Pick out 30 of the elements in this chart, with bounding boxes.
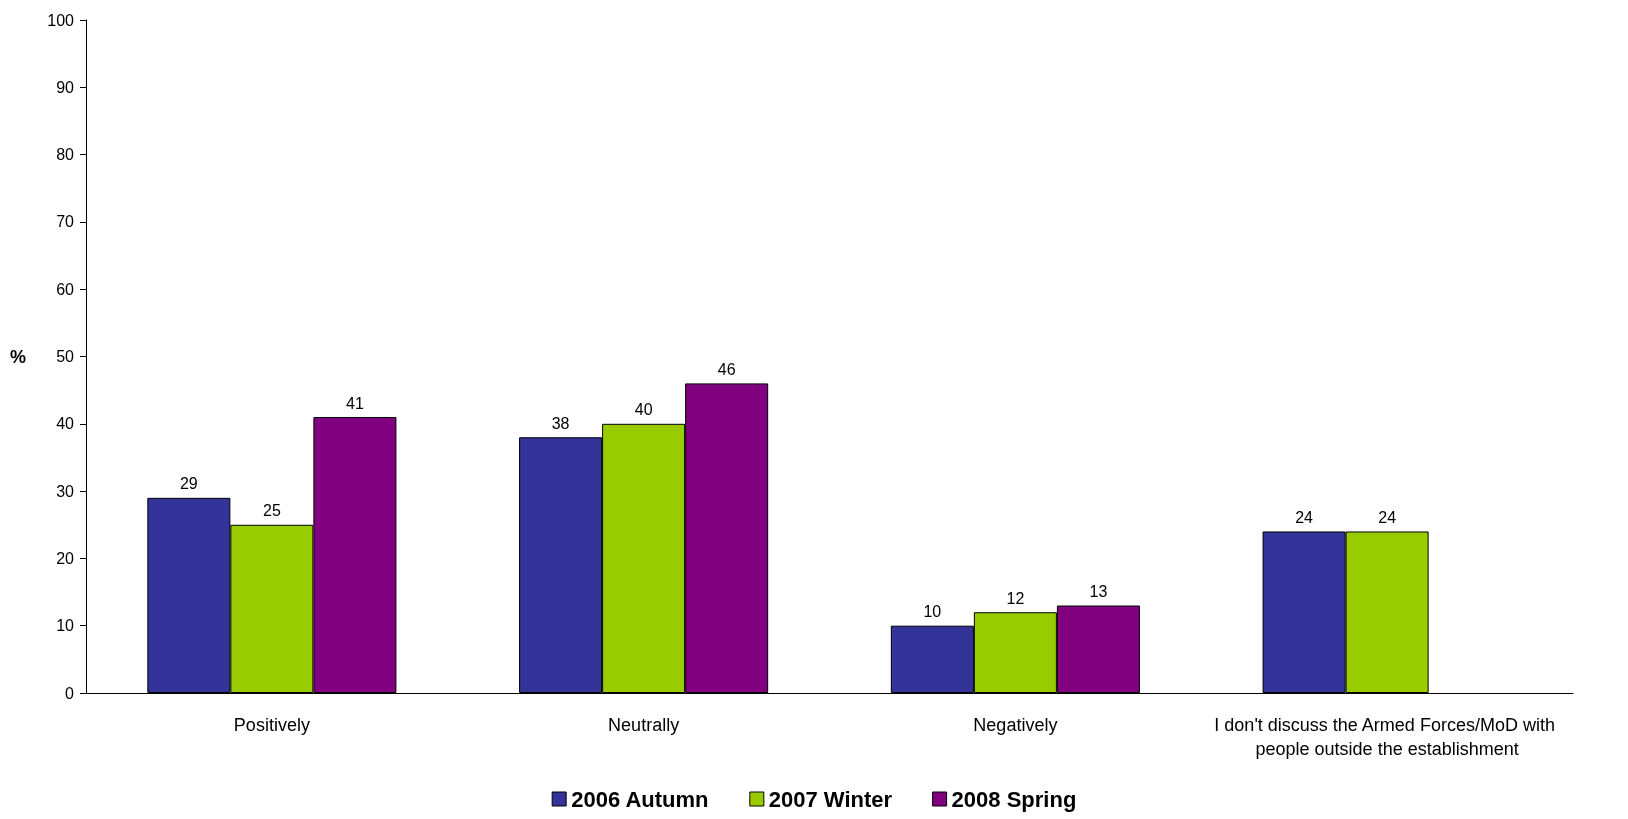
data-label: 12	[1006, 589, 1025, 607]
data-label: 13	[1089, 583, 1108, 601]
data-label: 46	[717, 360, 736, 378]
legend-label: 2006 Autumn	[571, 786, 709, 812]
data-label: 24	[1378, 508, 1397, 526]
x-tick-label: Negatively	[973, 715, 1058, 735]
y-tick-label: 40	[56, 415, 75, 433]
data-label: 41	[346, 394, 364, 412]
y-tick-label: 20	[56, 549, 75, 567]
y-axis-title: %	[9, 346, 26, 367]
y-tick-label: 30	[56, 482, 75, 500]
data-label: 38	[551, 414, 570, 432]
y-tick-label: 50	[56, 348, 75, 365]
data-label: 40	[634, 401, 653, 419]
y-tick-label: 70	[56, 213, 75, 231]
y-tick-label: 80	[56, 146, 75, 164]
y-tick-label: 60	[56, 280, 75, 298]
data-label: 24	[1295, 508, 1314, 526]
y-tick-label: 90	[56, 78, 75, 96]
y-tick-label: 100	[47, 11, 75, 29]
x-tick-label: I don't discuss the Armed Forces/MoD with people outside the establishment	[1214, 715, 1560, 759]
legend-label: 2007 Winter	[768, 786, 893, 812]
legend-label: 2008 Spring	[951, 786, 1077, 812]
x-tick-label: Neutrally	[608, 715, 680, 735]
data-label: 29	[179, 475, 198, 493]
data-label: 25	[262, 502, 281, 520]
y-tick-label: 0	[65, 684, 75, 702]
x-tick-label: Positively	[233, 715, 310, 735]
y-tick-label: 10	[56, 617, 75, 635]
data-label: 10	[923, 603, 942, 621]
